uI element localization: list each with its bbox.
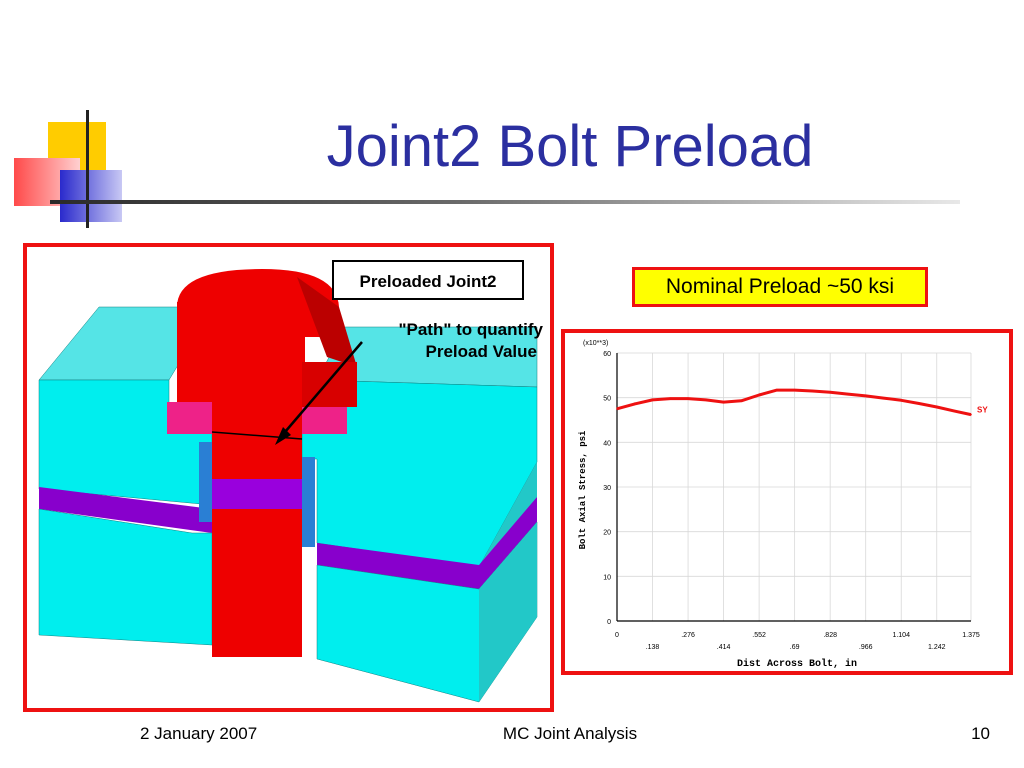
bolt-model-figure: Preloaded Joint2 "Path" to quantify Prel… xyxy=(23,243,554,712)
x-tick-label: 1.104 xyxy=(892,632,910,639)
stress-chart-frame: 0 10 20 30 40 50 60 0 .276 .552 .828 1.104 1.375 .13… xyxy=(561,329,1013,675)
x-axis-label: Dist Across Bolt, in xyxy=(737,658,857,670)
blue-square xyxy=(60,170,122,222)
right-nut xyxy=(302,362,357,407)
y-tick-label: 50 xyxy=(603,396,611,403)
gasket-right xyxy=(317,497,537,589)
left-bushing xyxy=(199,442,212,522)
data-point xyxy=(687,397,689,400)
footer-page-number: 10 xyxy=(971,724,990,743)
arrow-head xyxy=(275,427,291,445)
data-point xyxy=(705,399,707,401)
data-point xyxy=(633,403,636,405)
data-point xyxy=(882,397,885,399)
series-line-sy xyxy=(616,388,972,417)
gasket-left xyxy=(39,487,212,533)
footer-date: 2 January 2007 xyxy=(140,724,258,743)
data-point xyxy=(651,399,654,401)
right-washer xyxy=(302,402,347,434)
bolt-shank xyxy=(212,432,302,657)
x-tick-label: 0 xyxy=(615,632,619,639)
data-point xyxy=(900,399,903,402)
right-bushing xyxy=(302,457,315,547)
x-tick-label: .552 xyxy=(752,632,766,639)
path-line xyxy=(211,431,303,440)
preload-callout: Nominal Preload ~50 ksi xyxy=(632,267,928,307)
data-point xyxy=(935,406,938,408)
preload-callout-text: Nominal Preload ~50 ksi xyxy=(665,275,895,298)
left-washer xyxy=(167,402,212,434)
y-tick-labels: 0 10 20 30 40 50 60 xyxy=(603,351,611,626)
vertical-line xyxy=(86,110,89,228)
x-tick-label: .828 xyxy=(823,632,837,639)
annotation-arrow xyxy=(278,341,363,440)
x-tick-label: .276 xyxy=(681,632,695,639)
stress-chart: 0 10 20 30 40 50 60 0 .276 .552 .828 1.104 1.375 .13… xyxy=(578,340,988,670)
title-underline xyxy=(50,200,960,204)
data-point xyxy=(847,393,849,395)
data-point xyxy=(793,389,796,391)
x-tick-label: 1.375 xyxy=(962,632,980,639)
y-tick-label: 0 xyxy=(607,619,611,626)
bolt-head-side-shadow xyxy=(297,277,357,367)
chart-series: SY xyxy=(616,388,988,417)
x-tick-labels: 0 .276 .552 .828 1.104 1.375 .138 .414 .69 .966 1.… xyxy=(615,632,980,651)
x-tick-label: .414 xyxy=(717,644,731,651)
data-point xyxy=(864,395,867,397)
path-annotation-line2: Preload Value xyxy=(426,342,538,361)
x-tick-label: .69 xyxy=(790,644,800,651)
data-point xyxy=(918,402,920,405)
data-point xyxy=(616,408,618,410)
data-point xyxy=(669,397,672,400)
path-annotation-line1: "Path" to quantify xyxy=(398,320,543,339)
x-tick-label: 1.242 xyxy=(928,644,946,651)
slide-title: Joint2 Bolt Preload xyxy=(326,114,814,179)
y-tick-label: 60 xyxy=(603,351,611,358)
series-label: SY xyxy=(977,406,988,415)
model-label-box xyxy=(332,260,524,300)
data-point xyxy=(776,389,778,391)
data-point xyxy=(740,399,743,402)
y-tick-label: 40 xyxy=(603,440,611,447)
data-point xyxy=(970,413,972,416)
data-point xyxy=(758,394,760,396)
y-tick-label: 10 xyxy=(603,574,611,581)
y-tick-label: 20 xyxy=(603,530,611,537)
data-point xyxy=(811,390,814,392)
chart-grid xyxy=(616,352,972,622)
bolt-thread xyxy=(212,479,302,509)
x-tick-label: .138 xyxy=(646,644,660,651)
bolt-model-illustration: Preloaded Joint2 "Path" to quantify Prel… xyxy=(38,260,544,703)
y-tick-label: 30 xyxy=(603,485,611,492)
data-point xyxy=(829,391,831,394)
lower-left-plate xyxy=(38,508,213,646)
y-axis-label: Bolt Axial Stress, psi xyxy=(578,430,588,549)
x-tick-label: .966 xyxy=(859,644,873,651)
model-label: Preloaded Joint2 xyxy=(360,272,497,291)
y-multiplier-label: (x10**3) xyxy=(583,340,608,347)
data-point xyxy=(722,401,725,403)
footer-center: MC Joint Analysis xyxy=(502,724,638,743)
chart-axes xyxy=(616,353,971,622)
data-point xyxy=(953,410,956,412)
lower-right-plate-side xyxy=(479,522,537,702)
